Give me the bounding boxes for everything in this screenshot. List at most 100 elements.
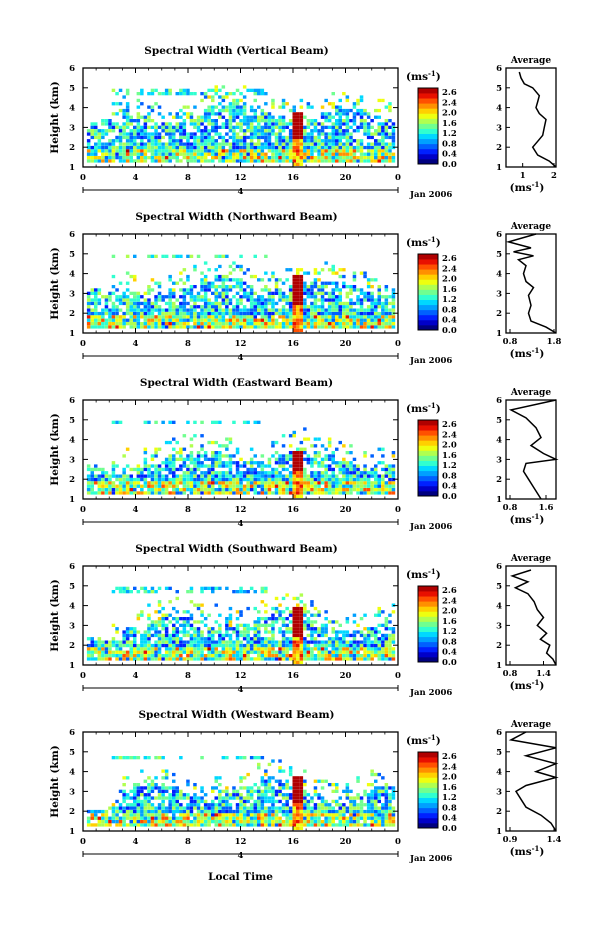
colorbar-segment: [418, 641, 438, 648]
colorbar-segment: [418, 470, 438, 477]
avg-x-tick-label: 0.8: [503, 669, 518, 679]
colorbar-segment: [418, 259, 438, 265]
unit-close: ): [539, 514, 544, 526]
y-tick-label: 3: [69, 289, 75, 299]
avg-x-tick-label: 1.8: [547, 337, 562, 347]
y-tick-label: 6: [69, 230, 75, 240]
y-tick-label: 2: [69, 309, 75, 319]
y-tick-label: 4: [69, 768, 75, 778]
colorbar-segment: [418, 626, 438, 632]
y-tick-label: 4: [69, 104, 75, 114]
x-tick-label: 20: [340, 671, 352, 681]
day-marker: 4: [238, 353, 244, 363]
panel-3: Spectral Width (Eastward Beam)0 4 8 12 16 20 0…: [49, 377, 559, 532]
avg-y-tick-label: 1: [496, 661, 502, 671]
y-tick-label: 1: [69, 329, 75, 339]
avg-unit-label: (ms-1): [510, 180, 545, 194]
colorbar-frame: [417, 751, 439, 829]
colorbar-segment: [418, 138, 438, 145]
colorbar-segment: [418, 802, 438, 809]
colorbar-segment: [418, 103, 438, 109]
unit-close: ): [539, 348, 544, 360]
colorbar-tick-label: 2.6: [442, 420, 457, 430]
avg-y-tick-label: 2: [496, 641, 502, 651]
x-tick-label: 16: [287, 339, 299, 349]
y-tick-label: 4: [69, 270, 75, 280]
colorbar: 2.62.42.01.61.20.80.40.0: [417, 419, 457, 502]
colorbar-tick-label: 2.6: [442, 88, 457, 98]
unit-exponent: -1: [532, 180, 540, 189]
average-profile: Average 1 2 3 4 5 6 0.8 1.8(ms-1): [496, 222, 561, 360]
avg-unit-label: (ms-1): [510, 844, 545, 858]
unit-exponent: -1: [532, 678, 540, 687]
colorbar-tick-label: 2.0: [442, 607, 457, 617]
colorbar-segment: [418, 455, 438, 461]
colorbar-segment: [418, 98, 438, 104]
colorbar-segment: [418, 319, 438, 326]
colorbar-tick-label: 1.6: [442, 783, 457, 793]
x-tick-label: 0: [395, 837, 401, 847]
colorbar-tick-label: 0.8: [442, 471, 457, 481]
colorbar-tick-label: 0.8: [442, 637, 457, 647]
average-title: Average: [510, 720, 551, 730]
avg-y-tick-label: 5: [496, 582, 502, 592]
avg-y-tick-label: 3: [496, 787, 502, 797]
colorbar-tick-label: 2.6: [442, 752, 457, 762]
x-tick-label: 4: [133, 339, 139, 349]
avg-y-tick-label: 1: [496, 495, 502, 505]
x-tick-label: 0: [395, 671, 401, 681]
colorbar-segment: [418, 475, 438, 482]
x-tick-label: 8: [185, 837, 191, 847]
colorbar-segment: [418, 772, 438, 778]
colorbar-segment: [418, 440, 438, 446]
x-tick-label: 0: [80, 837, 86, 847]
avg-y-tick-label: 3: [496, 455, 502, 465]
avg-y-tick-label: 3: [496, 123, 502, 133]
colorbar: 2.62.42.01.61.20.80.40.0: [417, 87, 457, 170]
y-tick-label: 1: [69, 827, 75, 837]
unit-close: ): [436, 735, 441, 747]
x-tick-label: 12: [235, 505, 247, 515]
average-line: [518, 71, 557, 168]
average-title: Average: [510, 56, 551, 66]
unit-exponent: -1: [532, 844, 540, 853]
y-axis-label: Height (km): [49, 579, 61, 651]
panel-1: Spectral Width (Vertical Beam)0 4 8 12 16 20 0…: [49, 45, 557, 200]
colorbar-segment: [418, 158, 438, 165]
colorbar-segment: [418, 817, 438, 824]
x-tick-label: 16: [287, 671, 299, 681]
x-tick-label: 12: [235, 671, 247, 681]
y-tick-label: 4: [69, 602, 75, 612]
colorbar-tick-label: 0.0: [442, 492, 457, 502]
unit-close: ): [436, 403, 441, 415]
colorbar-frame: [417, 87, 439, 165]
colorbar-segment: [418, 812, 438, 819]
colorbar-tick-label: 2.4: [442, 264, 457, 274]
x-axis-label: Local Time: [208, 871, 273, 883]
colorbar-segment: [418, 435, 438, 441]
colorbar-segment: [418, 88, 438, 94]
panel-title: Spectral Width (Northward Beam): [135, 211, 337, 223]
x-tick-label: 4: [133, 505, 139, 515]
colorbar-segment: [418, 284, 438, 290]
average-frame: [505, 399, 557, 500]
colorbar-segment: [418, 465, 438, 472]
colorbar-segment: [418, 485, 438, 492]
x-tick-label: 20: [340, 505, 352, 515]
avg-y-tick-label: 4: [496, 270, 502, 280]
y-axis-label: Height (km): [49, 81, 61, 153]
x-tick-label: 12: [235, 339, 247, 349]
avg-y-tick-label: 1: [496, 827, 502, 837]
day-marker: 4: [238, 187, 244, 197]
colorbar-tick-label: 0.4: [442, 814, 457, 824]
heatmap-cells: [86, 586, 396, 664]
y-tick-label: 3: [69, 123, 75, 133]
y-tick-label: 6: [69, 728, 75, 738]
colorbar-segment: [418, 757, 438, 763]
average-frame: [505, 67, 557, 168]
colorbar-segment: [418, 631, 438, 638]
avg-y-tick-label: 4: [496, 436, 502, 446]
average-frame: [505, 565, 557, 666]
y-tick-label: 1: [69, 495, 75, 505]
colorbar-segment: [418, 636, 438, 643]
